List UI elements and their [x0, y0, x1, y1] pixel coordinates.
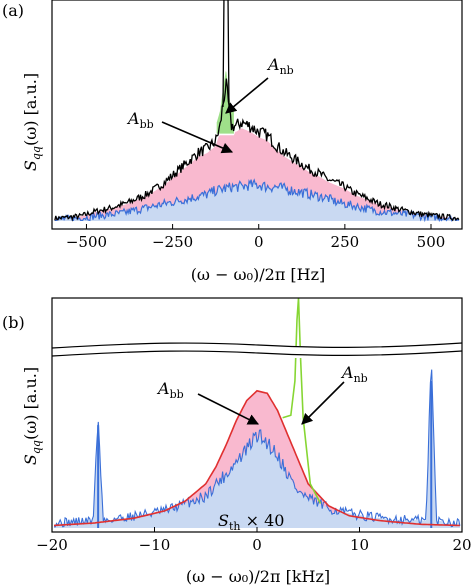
panel-b-xlabel: (ω − ω₀)/2π [kHz]: [186, 567, 330, 586]
panel-a-narrow-peak: [222, 0, 230, 108]
panel-b: −20 −10 0 10 20 (b) (ω − ω₀)/2π [kHz] Sqq(ω)…: [2, 297, 472, 586]
annotation-a-bb: Abb: [126, 109, 154, 131]
axis-break-lower: [51, 350, 463, 357]
panel-b-xtick-label: 10: [350, 536, 369, 554]
panel-a-label: (a): [2, 1, 24, 20]
arrow-b-bb: [197, 393, 260, 425]
panel-a-xlabel: (ω − ω₀)/2π [Hz]: [191, 265, 326, 284]
annotation-a-nb: Anb: [266, 55, 294, 77]
panel-a-thermal-fill: [54, 179, 459, 221]
panel-a-blue-trace: [54, 178, 460, 223]
panel-b-green-peak: [282, 298, 322, 504]
axis-break: [51, 342, 463, 358]
panel-a-frame: [51, 0, 463, 230]
arrow-a-bb: [161, 121, 234, 154]
panel-a: −500 −250 0 250 500 (a) (ω − ω₀)/2π [Hz] Sqq…: [2, 0, 463, 284]
annotation-b-thermal: Sth × 40: [218, 511, 284, 533]
panel-a-broadband-fill: [54, 128, 459, 221]
panel-a-xtick-label: −500: [66, 233, 107, 251]
panel-b-xtick-label: 20: [452, 536, 471, 554]
panel-b-xtick-label: −20: [36, 536, 68, 554]
panel-b-red-fit: [53, 389, 460, 527]
panel-a-xtick-label: 500: [417, 233, 446, 251]
panel-b-thermal-fill: [54, 369, 460, 528]
arrow-b-nb: [301, 381, 345, 425]
panel-a-xtick-label: −250: [152, 233, 193, 251]
panel-b-label: (b): [2, 313, 25, 332]
panel-b-ylabel: Sqq(ω) [a.u.]: [21, 367, 43, 465]
annotation-b-bb: Abb: [156, 379, 184, 401]
annotation-b-nb: Anb: [340, 363, 368, 385]
panel-b-xtick-label: 0: [252, 536, 262, 554]
panel-a-xtick-label: 250: [331, 233, 360, 251]
panel-a-black-trace: [54, 78, 460, 222]
axis-break-upper: [51, 342, 463, 349]
panel-a-ylabel: Sqq(ω) [a.u.]: [21, 73, 43, 171]
panel-a-xtick-label: 0: [254, 233, 264, 251]
arrow-a-nb: [225, 77, 269, 114]
panel-b-xtick-label: −10: [139, 536, 171, 554]
